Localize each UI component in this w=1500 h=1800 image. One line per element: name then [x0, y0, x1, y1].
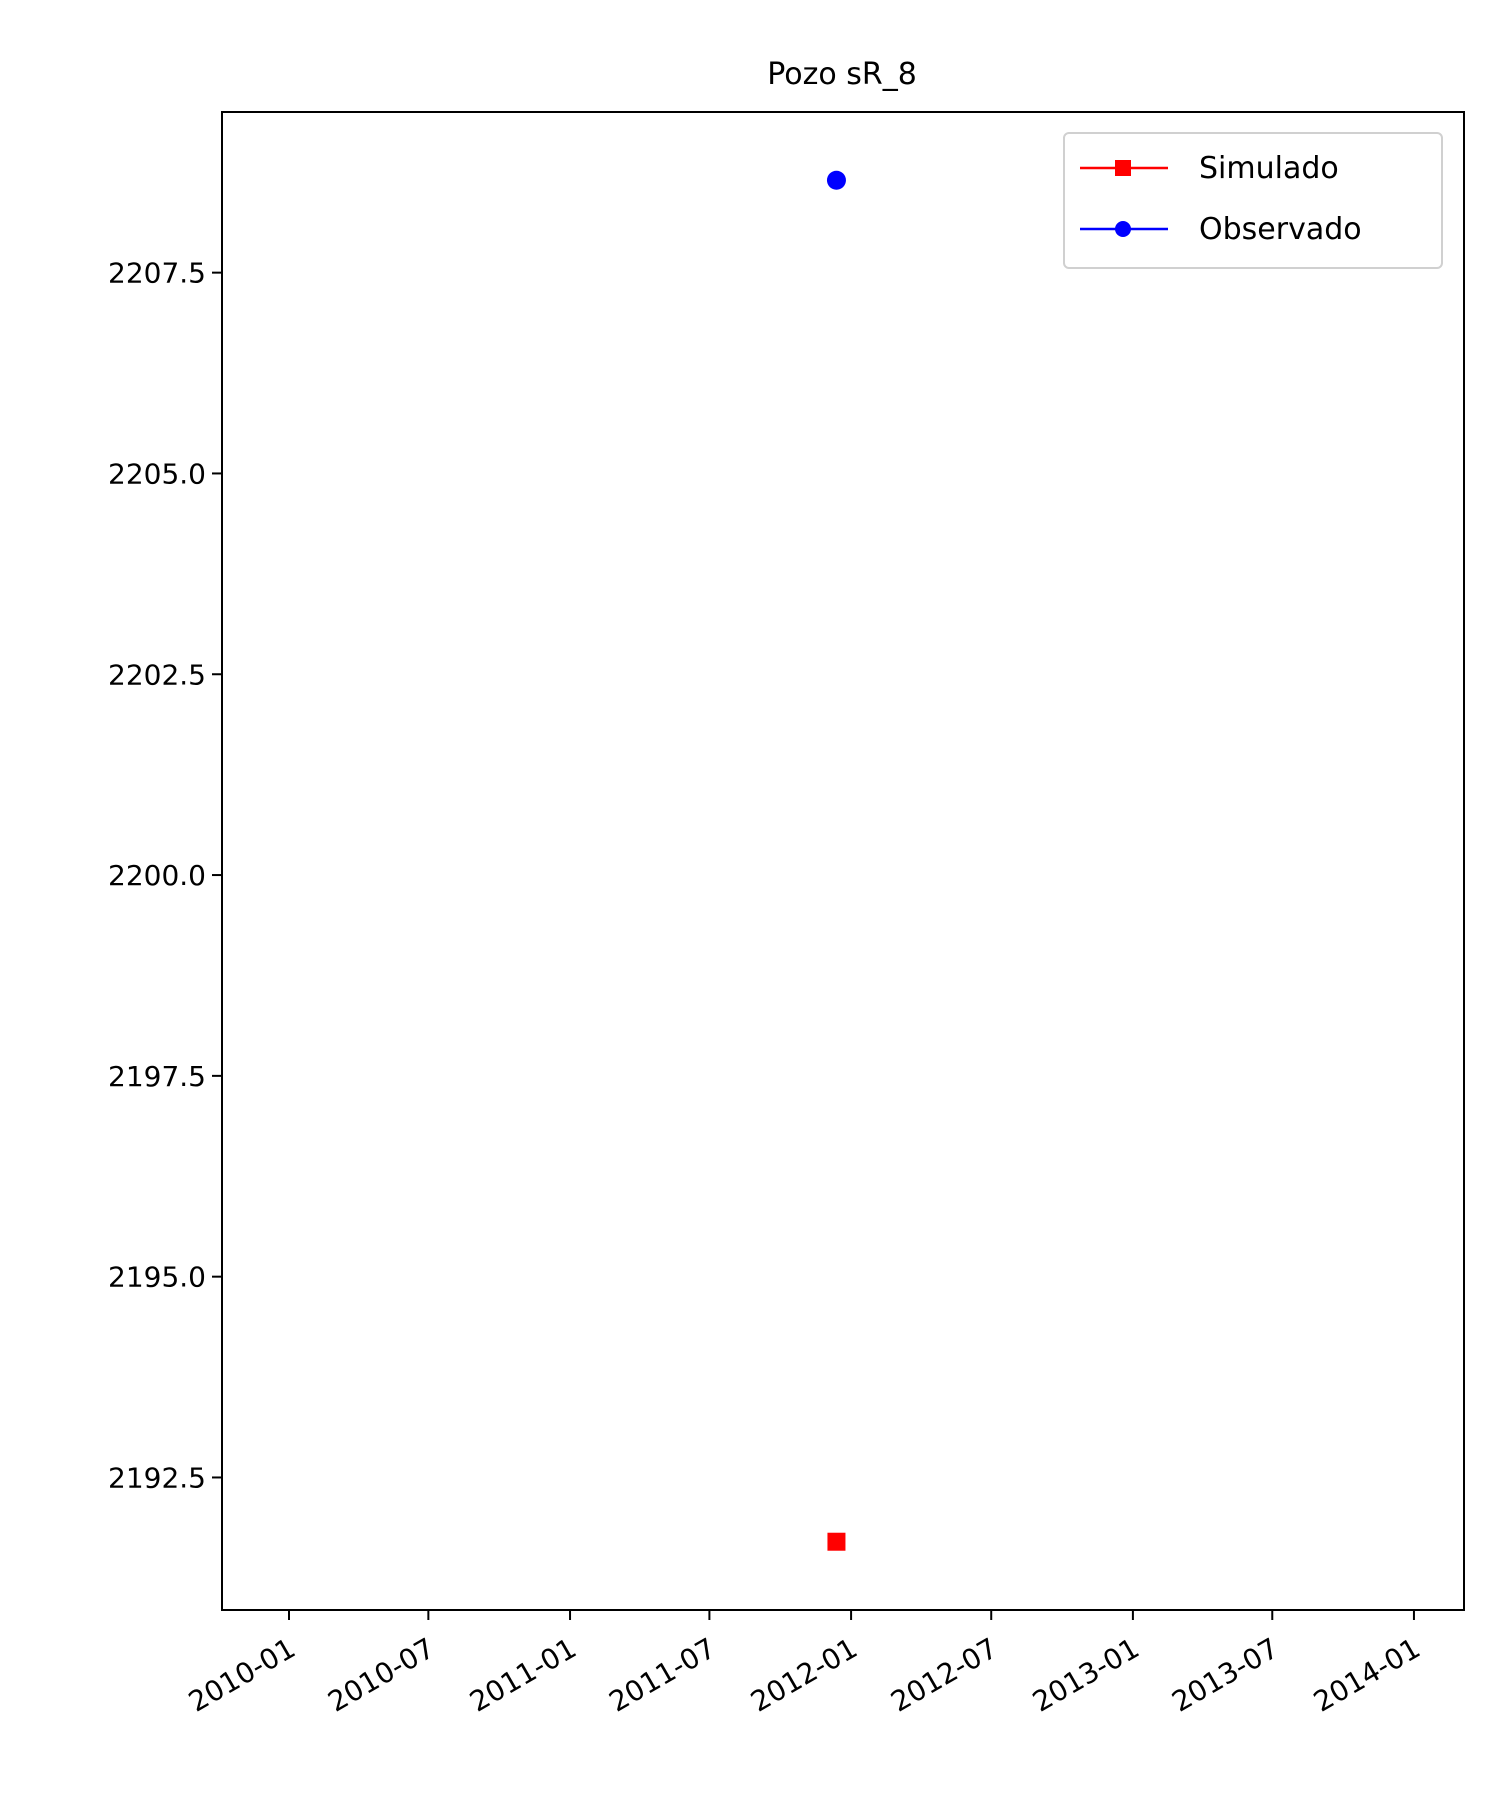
- y-tick-label: 2195.0: [108, 1261, 206, 1294]
- x-tick-label: 2012-01: [745, 1631, 863, 1718]
- x-tick-label: 2010-01: [183, 1631, 301, 1718]
- x-tick-label: 2014-01: [1308, 1631, 1426, 1718]
- y-tick-label: 2205.0: [108, 457, 206, 490]
- data-point-observado: [826, 170, 846, 190]
- x-tick-label: 2013-01: [1027, 1631, 1145, 1718]
- chart-title: Pozo sR_8: [767, 57, 917, 92]
- y-tick-label: 2200.0: [108, 859, 206, 892]
- y-tick-label: 2192.5: [108, 1461, 206, 1494]
- axes-frame: [221, 111, 1465, 1611]
- x-tick-label: 2011-07: [603, 1631, 721, 1718]
- x-tick-label: 2012-07: [885, 1631, 1003, 1718]
- x-tick-label: 2011-01: [464, 1631, 582, 1718]
- legend-label-simulado: Simulado: [1199, 151, 1339, 186]
- plot-area: [826, 170, 846, 1551]
- x-tick-label: 2010-07: [322, 1631, 440, 1718]
- legend: Simulado Observado: [1063, 132, 1443, 269]
- legend-marker-observado: [1115, 221, 1131, 237]
- y-tick-label: 2207.5: [108, 257, 206, 290]
- data-point-simulado: [827, 1532, 846, 1551]
- legend-label-observado: Observado: [1199, 212, 1362, 247]
- y-tick-label: 2197.5: [108, 1060, 206, 1093]
- y-tick-label: 2202.5: [108, 658, 206, 691]
- y-axis: 2192.5 2195.0 2197.5 2200.0 2202.5 2205.0 2207…: [108, 257, 222, 1494]
- legend-marker-simulado: [1115, 160, 1131, 176]
- x-axis: 2010-01 2010-07 2011-01 2011-07 2012-01 2012-…: [183, 1610, 1426, 1719]
- x-tick-label: 2013-07: [1166, 1631, 1284, 1718]
